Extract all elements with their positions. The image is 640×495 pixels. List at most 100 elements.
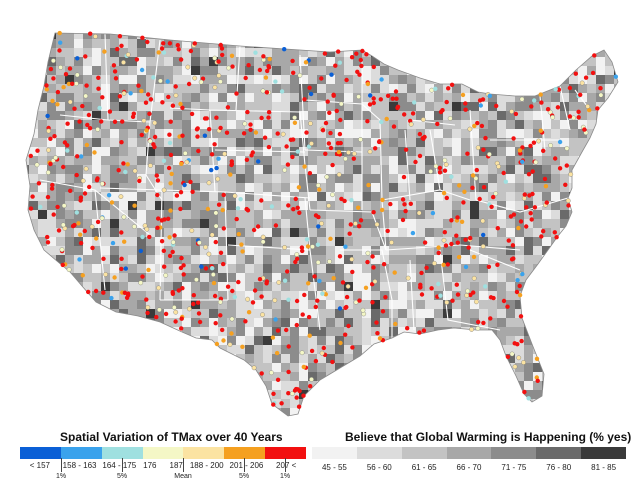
station-dot xyxy=(256,159,261,164)
county-cell xyxy=(26,345,29,354)
county-cell xyxy=(245,165,254,174)
county-cell xyxy=(560,192,569,201)
county-cell xyxy=(26,309,29,318)
station-dot xyxy=(360,307,366,313)
county-cell xyxy=(614,273,618,282)
county-cell xyxy=(83,75,92,84)
tmax-label-cell: 201 - 206 xyxy=(229,461,264,470)
county-cell xyxy=(335,381,344,390)
county-cell xyxy=(389,309,398,318)
county-cell xyxy=(299,102,308,111)
station-dot xyxy=(330,192,335,198)
station-dot xyxy=(151,75,156,80)
county-cell xyxy=(569,381,578,390)
station-dot xyxy=(343,305,348,310)
county-cell xyxy=(389,174,398,183)
station-dot xyxy=(308,384,313,389)
county-cell xyxy=(605,336,614,345)
county-cell xyxy=(425,381,434,390)
county-cell xyxy=(587,120,596,129)
county-cell xyxy=(542,291,551,300)
station-dot xyxy=(291,70,296,76)
county-cell xyxy=(524,345,533,354)
county-cell xyxy=(344,219,353,228)
station-dot xyxy=(216,73,222,79)
county-cell xyxy=(155,57,164,66)
county-cell xyxy=(569,408,578,416)
county-cell xyxy=(128,75,137,84)
county-cell xyxy=(353,336,362,345)
county-cell xyxy=(344,183,353,192)
county-cell xyxy=(551,282,560,291)
county-cell xyxy=(362,390,371,399)
county-cell xyxy=(83,66,92,75)
county-cell xyxy=(479,210,488,219)
station-dot xyxy=(433,163,439,169)
belief-swatch-7 xyxy=(581,447,627,459)
station-dot xyxy=(138,248,143,254)
county-cell xyxy=(470,408,479,416)
station-dot xyxy=(336,49,341,54)
county-cell xyxy=(434,183,443,192)
county-cell xyxy=(371,264,380,273)
county-cell xyxy=(26,156,29,165)
county-cell xyxy=(164,228,173,237)
station-dot xyxy=(167,132,172,137)
county-cell xyxy=(479,246,488,255)
county-cell xyxy=(542,57,551,66)
county-cell xyxy=(344,399,353,408)
county-cell xyxy=(155,165,164,174)
county-cell xyxy=(389,48,398,57)
county-cell xyxy=(26,210,29,219)
station-dot xyxy=(455,240,460,245)
county-cell xyxy=(56,210,65,219)
county-cell xyxy=(452,417,461,426)
station-dot xyxy=(125,52,131,57)
county-cell xyxy=(407,408,416,416)
county-cell xyxy=(479,291,488,300)
station-dot xyxy=(286,344,291,349)
county-cell xyxy=(614,300,618,309)
county-cell xyxy=(479,390,488,399)
county-cell xyxy=(335,66,344,75)
county-cell xyxy=(272,192,281,201)
county-cell xyxy=(578,336,587,345)
station-dot xyxy=(136,83,141,88)
county-cell xyxy=(101,210,110,219)
station-dot xyxy=(613,74,618,79)
county-cell xyxy=(290,66,299,75)
station-dot xyxy=(467,126,473,132)
county-cell xyxy=(173,372,182,381)
station-dot xyxy=(307,333,312,338)
station-dot xyxy=(154,173,159,178)
county-cell xyxy=(488,138,497,147)
county-cell xyxy=(182,183,191,192)
county-cell xyxy=(200,93,209,102)
county-cell xyxy=(533,111,542,120)
county-cell xyxy=(497,273,506,282)
county-cell xyxy=(578,390,587,399)
station-dot xyxy=(173,93,179,98)
county-cell xyxy=(281,156,290,165)
county-cell xyxy=(596,183,605,192)
station-dot xyxy=(229,331,234,336)
county-cell xyxy=(92,291,101,300)
county-cell xyxy=(443,246,452,255)
county-cell xyxy=(200,102,209,111)
station-dot xyxy=(273,79,278,84)
county-cell xyxy=(596,363,605,372)
county-cell xyxy=(119,192,128,201)
county-cell xyxy=(191,255,200,264)
county-cell xyxy=(416,381,425,390)
county-cell xyxy=(308,318,317,327)
county-cell xyxy=(443,48,452,57)
county-cell xyxy=(479,138,488,147)
county-cell xyxy=(344,48,353,57)
county-cell xyxy=(263,165,272,174)
county-cell xyxy=(200,33,209,39)
county-cell xyxy=(83,174,92,183)
county-cell xyxy=(254,102,263,111)
county-cell xyxy=(515,318,524,327)
county-cell xyxy=(614,102,618,111)
county-cell xyxy=(290,372,299,381)
